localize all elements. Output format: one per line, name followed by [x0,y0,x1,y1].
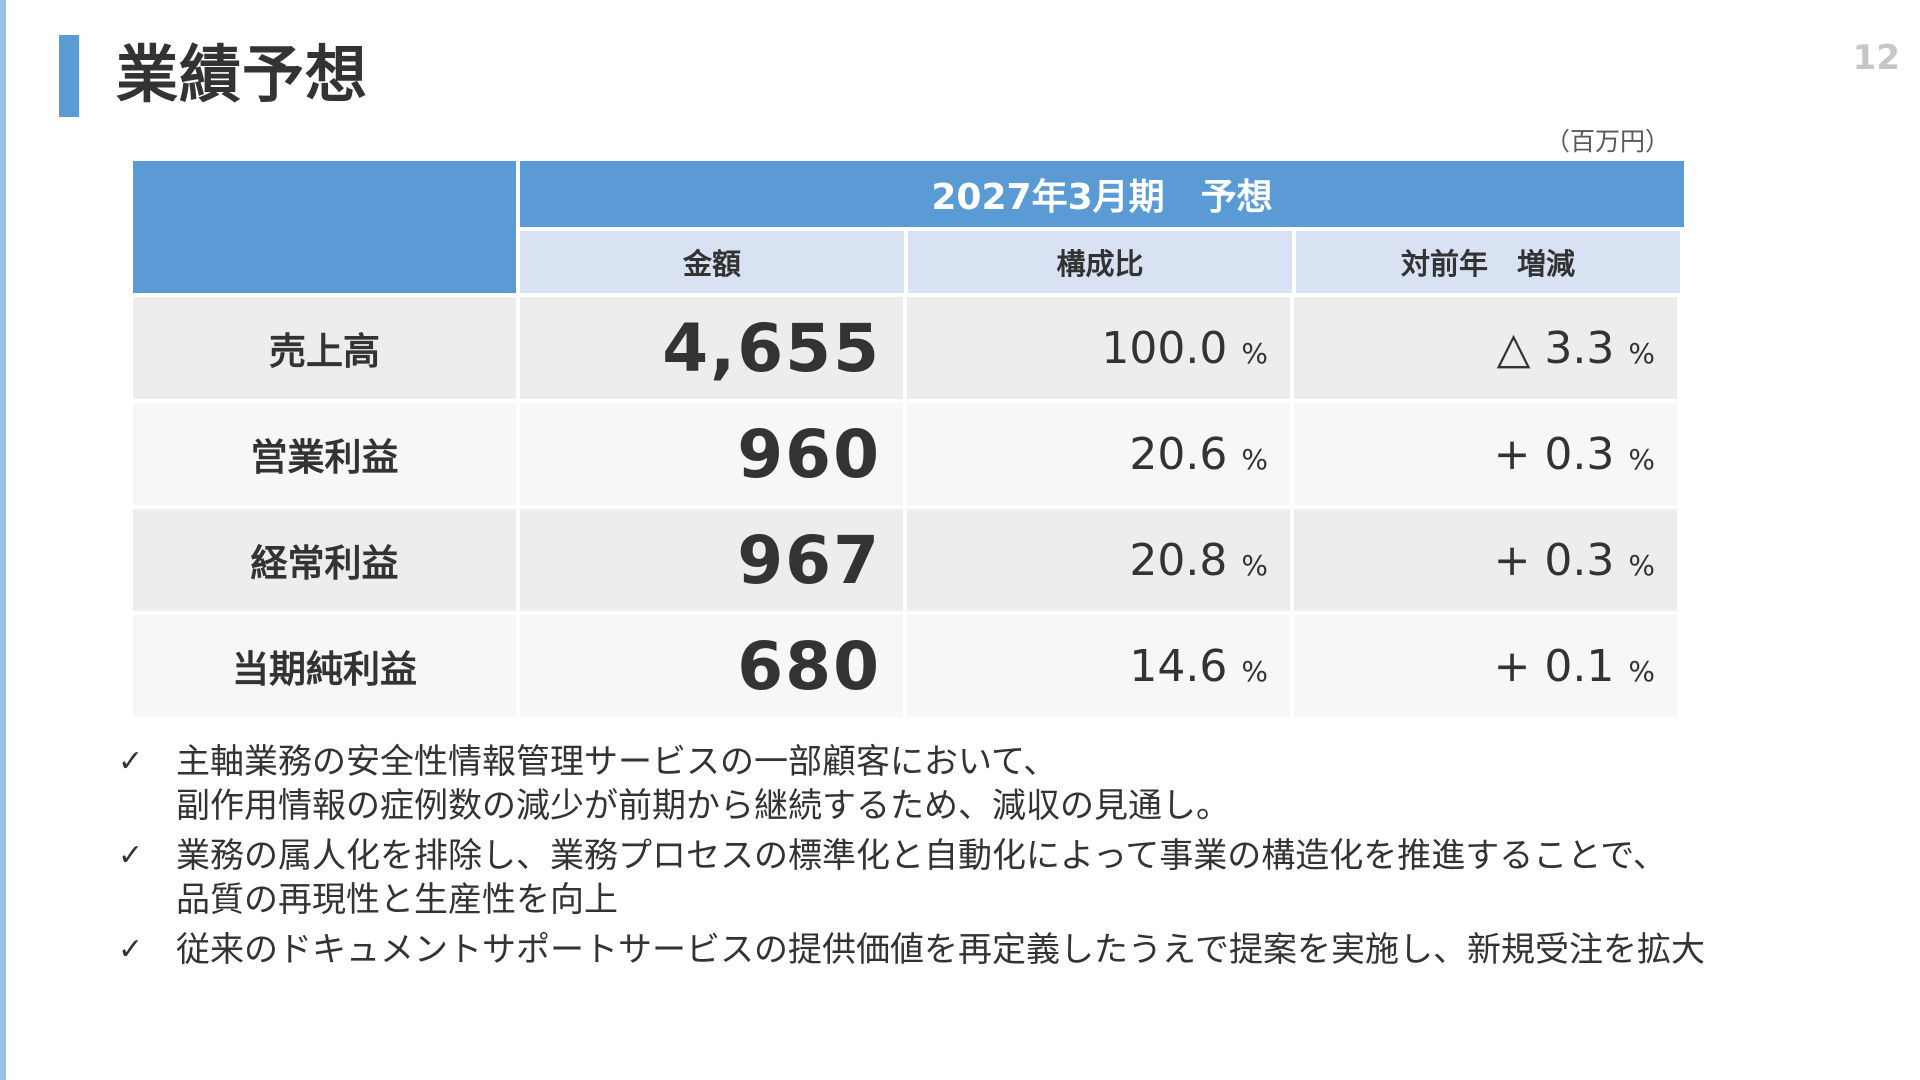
period-header: 2027年3月期 予想 [520,161,1684,227]
title-accent-bar [59,35,79,117]
column-header-composition: 構成比 [908,231,1292,293]
percent-symbol: % [1241,548,1268,582]
amount-cell: 680 [520,615,903,717]
percent-symbol: % [1628,548,1655,582]
yoy-cell: + 0.3% [1294,509,1677,611]
percent-symbol: % [1628,442,1655,476]
yoy-cell: △ 3.3% [1294,297,1677,399]
amount-value: 4,655 [662,309,881,387]
yoy-value: + 0.1 [1493,640,1615,692]
list-item: ✓ 従来のドキュメントサポートサービスの提供価値を再定義したうえで提案を実施し、… [118,928,1758,972]
page-number: 12 [1852,38,1900,78]
table-header-period-row: 2027年3月期 予想 [133,161,1684,227]
list-item: ✓ 業務の属人化を排除し、業務プロセスの標準化と自動化によって事業の構造化を推進… [118,834,1758,922]
table-header-columns-row: 金額 構成比 対前年 増減 [133,231,1684,293]
row-label: 営業利益 [133,403,516,505]
percent-symbol: % [1628,336,1655,370]
composition-cell: 20.8% [907,509,1290,611]
yoy-value: + 0.3 [1493,428,1615,480]
composition-cell: 20.6% [907,403,1290,505]
unit-label: （百万円） [1545,127,1671,156]
table-row-sales: 売上高 4,655 100.0% △ 3.3% [133,297,1684,399]
amount-cell: 4,655 [520,297,903,399]
table-row-operating-profit: 営業利益 960 20.6% + 0.3% [133,403,1684,505]
check-icon: ✓ [118,744,144,779]
forecast-table: 2027年3月期 予想 金額 構成比 対前年 増減 売上高 4,655 100.… [133,161,1684,717]
percent-symbol: % [1241,442,1268,476]
page-title: 業績予想 [116,38,369,111]
yoy-value: △ 3.3 [1496,322,1615,374]
composition-value: 14.6 [1129,640,1228,692]
table-corner-header [133,161,516,293]
yoy-value: + 0.3 [1493,534,1615,586]
composition-cell: 14.6% [907,615,1290,717]
row-label: 経常利益 [133,509,516,611]
amount-cell: 960 [520,403,903,505]
bullet-text: 従来のドキュメントサポートサービスの提供価値を再定義したうえで提案を実施し、新規… [176,930,1705,970]
list-item: ✓ 主軸業務の安全性情報管理サービスの一部顧客において、 副作用情報の症例数の減… [118,740,1758,828]
table-row-ordinary-profit: 経常利益 967 20.8% + 0.3% [133,509,1684,611]
row-label: 当期純利益 [133,615,516,717]
check-icon: ✓ [118,932,144,967]
amount-value: 680 [737,627,881,705]
bullet-text: 業務の属人化を排除し、業務プロセスの標準化と自動化によって事業の構造化を推進する… [176,836,1667,920]
amount-value: 967 [737,521,881,599]
composition-value: 20.8 [1129,534,1228,586]
yoy-cell: + 0.1% [1294,615,1677,717]
composition-cell: 100.0% [907,297,1290,399]
percent-symbol: % [1241,336,1268,370]
yoy-cell: + 0.3% [1294,403,1677,505]
amount-cell: 967 [520,509,903,611]
bullet-text: 主軸業務の安全性情報管理サービスの一部顧客において、 副作用情報の症例数の減少が… [176,742,1230,826]
amount-value: 960 [737,415,881,493]
row-label: 売上高 [133,297,516,399]
column-header-amount: 金額 [520,231,904,293]
column-header-yoy: 対前年 増減 [1296,231,1680,293]
table-row-net-income: 当期純利益 680 14.6% + 0.1% [133,615,1684,717]
bullet-list: ✓ 主軸業務の安全性情報管理サービスの一部顧客において、 副作用情報の症例数の減… [118,740,1758,978]
check-icon: ✓ [118,838,144,873]
composition-value: 20.6 [1129,428,1228,480]
percent-symbol: % [1628,654,1655,688]
percent-symbol: % [1241,654,1268,688]
composition-value: 100.0 [1101,322,1228,374]
left-edge-stripe [0,0,6,1080]
